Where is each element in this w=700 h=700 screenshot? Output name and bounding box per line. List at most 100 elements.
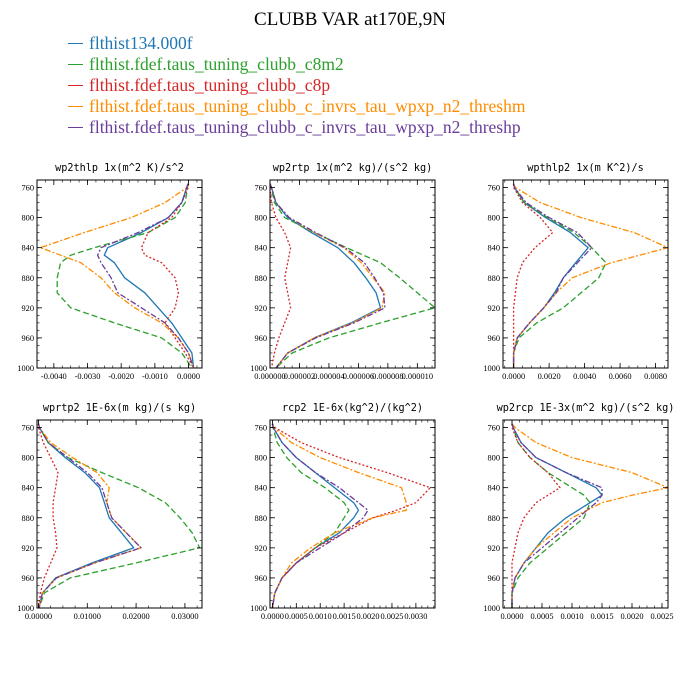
y-tick-label: 960 [487, 574, 500, 583]
y-tick-label: 840 [254, 244, 267, 253]
legend-label: flthist.fdef.taus_tuning_clubb_c_invrs_t… [89, 117, 521, 137]
plot-frame [502, 179, 669, 369]
y-tick-label: 760 [21, 184, 34, 193]
x-tick-label: 0.02000 [122, 612, 149, 621]
series-line [96, 183, 195, 368]
y-tick-label: 840 [21, 244, 34, 253]
series-line [37, 423, 142, 608]
x-tick-label: -0.0020 [108, 372, 134, 381]
y-tick-label: 880 [254, 274, 267, 283]
x-tick-label: 0.000004 [313, 372, 345, 381]
x-tick-label: 0.0040 [573, 372, 596, 381]
y-tick-label: 880 [21, 514, 34, 523]
series-line [271, 423, 369, 608]
panel-6: wp2rcp 1E-3x(m^2 kg)/(s^2 kg) 760 800 840 88… [483, 403, 674, 621]
panel-title: wp2rcp 1E-3x(m^2 kg)/(s^2 kg) [497, 403, 675, 414]
y-tick-label: 840 [21, 484, 34, 493]
y-tick-label: 760 [487, 184, 500, 193]
panel-title: wpthlp2 1x(m K^2)/s [527, 163, 644, 174]
x-tick-label: 0.0010 [309, 612, 332, 621]
legend: flthist134.000f flthist.fdef.taus_tuning_… [68, 33, 525, 138]
series-line [271, 423, 350, 608]
series-line [512, 183, 607, 368]
x-tick-label: 0.0015 [590, 612, 613, 621]
y-tick-label: 880 [21, 274, 34, 283]
series-line [271, 423, 407, 608]
y-tick-label: 920 [21, 544, 34, 553]
x-tick-label: 0.03000 [171, 612, 198, 621]
series-line [270, 183, 435, 368]
y-tick-label: 760 [254, 424, 267, 433]
series-group [37, 423, 201, 608]
y-tick-label: 1000 [483, 364, 500, 373]
y-tick-label: 800 [254, 454, 267, 463]
series-group [39, 183, 195, 368]
x-tick-label: 0.0005 [285, 612, 308, 621]
plot-frame [36, 419, 203, 609]
legend-label: flthist134.000f [89, 33, 193, 53]
series-line [37, 423, 201, 608]
y-tick-label: 800 [21, 454, 34, 463]
panel-title: rcp2 1E-6x(kg^2)/(kg^2) [282, 403, 423, 414]
series-line [511, 423, 668, 608]
x-tick-label: -0.0010 [142, 372, 168, 381]
panel-title: wp2thlp 1x(m^2 K)/s^2 [55, 163, 184, 174]
x-tick-label: -0.0030 [75, 372, 101, 381]
y-tick-label: 1000 [250, 604, 267, 613]
y-tick-label: 920 [254, 304, 267, 313]
y-tick-label: 800 [21, 214, 34, 223]
y-tick-label: 880 [487, 274, 500, 283]
y-tick-label: 920 [487, 304, 500, 313]
y-tick-label: 760 [487, 424, 500, 433]
series-line [140, 183, 195, 368]
legend-swatch [68, 64, 83, 66]
legend-item: flthist.fdef.taus_tuning_clubb_c_invrs_t… [68, 96, 525, 117]
y-tick-label: 960 [21, 574, 34, 583]
x-tick-label: 0.0060 [609, 372, 632, 381]
y-tick-label: 880 [487, 514, 500, 523]
panel-2: wp2rtp 1x(m^2 kg)/(s^2 kg) 760 800 840 880 92… [250, 163, 436, 381]
x-tick-label: 0.0020 [538, 372, 561, 381]
legend-swatch [68, 43, 83, 45]
legend-item: flthist134.000f [68, 33, 525, 54]
panel-4: wprtp2 1E-6x(m kg)/(s kg) 760 800 840 880 920… [17, 403, 203, 621]
plot-frame [502, 419, 669, 609]
series-line [511, 423, 591, 608]
panel-3: wpthlp2 1x(m K^2)/s 760 800 840 880 920 960 100… [483, 163, 669, 381]
series-group [512, 183, 668, 368]
y-tick-label: 960 [254, 334, 267, 343]
legend-swatch [68, 106, 83, 108]
y-tick-label: 1000 [17, 604, 34, 613]
x-tick-label: 0.0000 [500, 612, 523, 621]
y-tick-label: 960 [254, 574, 267, 583]
y-tick-label: 880 [254, 514, 267, 523]
x-tick-label: 0.00000 [25, 612, 52, 621]
legend-swatch [68, 85, 83, 87]
x-tick-label: 0.0000 [261, 612, 284, 621]
series-group [270, 183, 435, 368]
x-tick-label: -0.0040 [41, 372, 67, 381]
series-line [271, 423, 431, 608]
series-line [270, 183, 292, 368]
x-tick-label: 0.01000 [74, 612, 101, 621]
x-tick-label: 0.0020 [620, 612, 643, 621]
legend-item: flthist.fdef.taus_tuning_clubb_c8m2 [68, 54, 525, 75]
legend-label: flthist.fdef.taus_tuning_clubb_c_invrs_t… [89, 96, 526, 116]
y-tick-label: 920 [487, 544, 500, 553]
series-line [512, 183, 668, 368]
x-tick-label: 0.000006 [343, 372, 374, 381]
x-tick-label: 0.0080 [644, 372, 667, 381]
series-line [270, 183, 382, 368]
y-tick-label: 960 [21, 334, 34, 343]
x-tick-label: 0.0025 [380, 612, 403, 621]
x-tick-label: 0.000010 [402, 372, 433, 381]
legend-label: flthist.fdef.taus_tuning_clubb_c8p [89, 75, 331, 95]
y-tick-label: 1000 [250, 364, 267, 373]
y-tick-label: 840 [487, 484, 500, 493]
series-line [511, 423, 603, 608]
y-tick-label: 800 [487, 454, 500, 463]
y-tick-label: 920 [254, 544, 267, 553]
y-tick-label: 800 [254, 214, 267, 223]
